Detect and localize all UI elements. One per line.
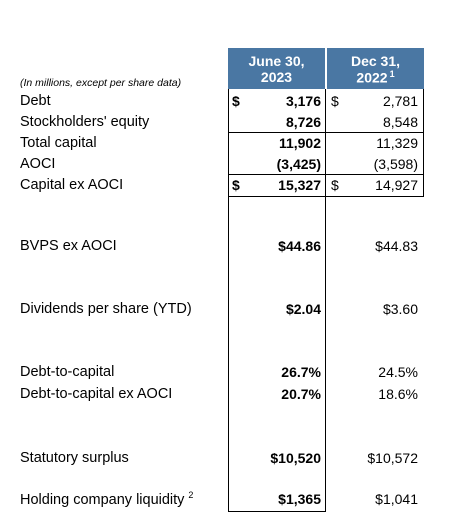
column-border	[325, 89, 326, 512]
header-year: 2023	[260, 69, 293, 85]
currency-sign: $	[232, 177, 240, 193]
cell-value: $1,365	[278, 491, 321, 507]
row-label-text: AOCI	[20, 156, 56, 172]
cell-value: 15,327	[278, 177, 321, 193]
cell-value: 11,329	[376, 135, 418, 151]
currency-sign: $	[331, 177, 339, 193]
row-label: Debt	[20, 93, 51, 109]
cell-value: 14,927	[375, 177, 418, 193]
cell-value: $44.83	[375, 238, 418, 254]
cell-value: 20.7%	[281, 386, 321, 402]
row-label-text: Debt-to-capital ex AOCI	[20, 386, 173, 402]
row-rule	[228, 196, 424, 197]
row-label-text: Holding company liquidity	[20, 491, 185, 508]
row-label-text: Statutory surplus	[20, 450, 129, 466]
header-year: 2022	[356, 69, 388, 86]
row-label-text: Debt-to-capital	[20, 364, 115, 380]
cell-value: $10,572	[367, 450, 418, 466]
cell-value: 8,548	[382, 114, 418, 130]
header-line: 2023	[228, 69, 325, 85]
column-border	[228, 89, 229, 512]
column-border	[228, 511, 326, 512]
cell-value: 8,726	[285, 114, 321, 130]
cell-value: 11,902	[278, 135, 321, 151]
row-label-text: Stockholders' equity	[20, 114, 150, 130]
table-note: (In millions, except per share data)	[20, 77, 182, 89]
currency-sign: $	[232, 93, 240, 109]
row-label: Debt-to-capital	[20, 364, 114, 380]
row-label: Debt-to-capital ex AOCI	[20, 386, 172, 402]
header-line: 2022 1	[327, 69, 424, 86]
row-label-text: BVPS ex AOCI	[20, 238, 117, 254]
cell-value: 26.7%	[281, 364, 321, 380]
column-header: June 30, 2023	[228, 48, 325, 89]
header-line: Dec 31,	[350, 53, 401, 69]
row-label: Total capital	[20, 135, 97, 151]
cell-value: $3.60	[382, 301, 418, 317]
cell-value: 24.5%	[378, 364, 418, 380]
currency-sign: $	[331, 93, 339, 109]
footnote-ref: 2	[188, 490, 194, 501]
row-label: Capital ex AOCI	[20, 177, 123, 193]
cell-value: $2.04	[285, 301, 321, 317]
cell-value: 2,781	[382, 93, 418, 109]
row-label: Holding company liquidity 2	[20, 490, 193, 508]
column-header: Dec 31, 2022 1	[327, 48, 424, 89]
footnote-ref: 1	[389, 69, 395, 79]
cell-value: (3,425)	[276, 156, 321, 172]
row-label: AOCI	[20, 156, 55, 172]
row-label-text: Dividends per share (YTD)	[20, 301, 192, 317]
row-label-text: Capital ex AOCI	[20, 177, 124, 193]
row-label-text: Debt	[20, 93, 51, 109]
row-label: Stockholders' equity	[20, 114, 149, 130]
column-border	[423, 89, 424, 196]
row-label: BVPS ex AOCI	[20, 238, 117, 254]
header-line: June 30,	[248, 53, 305, 69]
row-rule	[228, 174, 424, 175]
cell-value: (3,598)	[373, 156, 418, 172]
cell-value: 3,176	[285, 93, 321, 109]
cell-value: $10,520	[270, 450, 321, 466]
cell-value: 18.6%	[378, 386, 418, 402]
cell-value: $1,041	[375, 491, 418, 507]
cell-value: $44.86	[278, 238, 321, 254]
row-label: Dividends per share (YTD)	[20, 301, 192, 317]
row-label-text: Total capital	[20, 135, 97, 151]
row-rule	[228, 132, 424, 133]
row-label: Statutory surplus	[20, 450, 129, 466]
